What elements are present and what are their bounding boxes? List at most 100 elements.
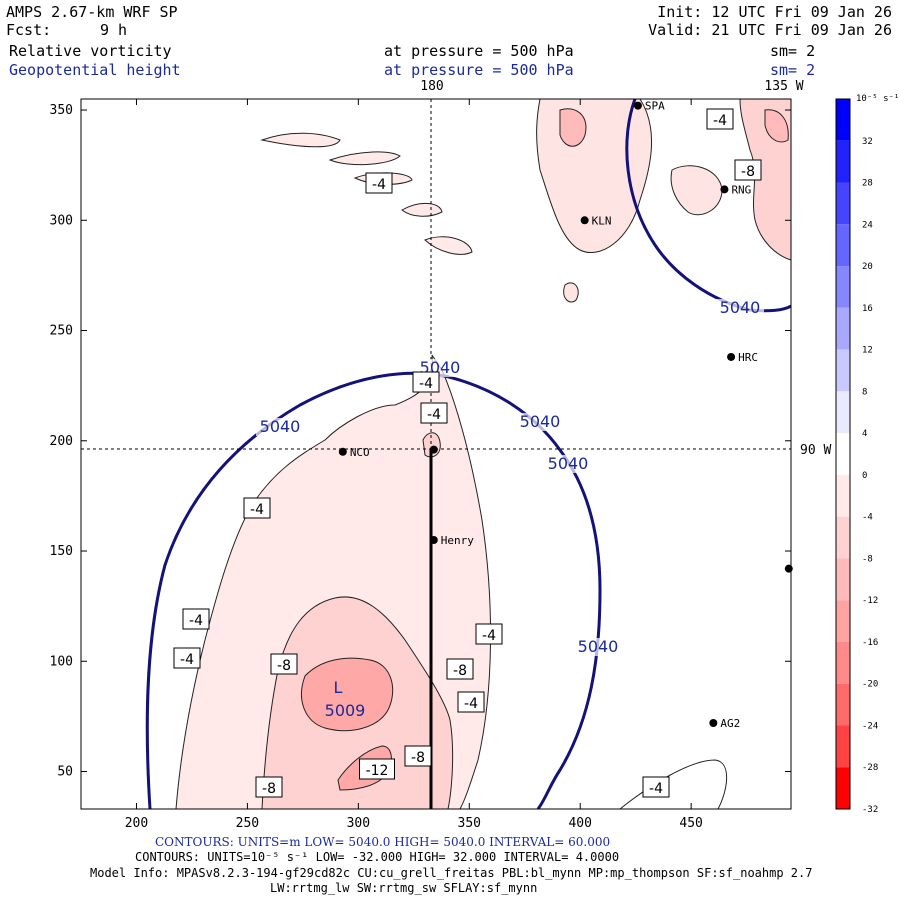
colorbar-swatch bbox=[836, 349, 850, 392]
vorticity-label: -4 bbox=[427, 407, 441, 423]
station-label: NCO bbox=[350, 446, 370, 459]
colorbar-swatch bbox=[836, 182, 850, 225]
x-tick-label: 250 bbox=[236, 816, 259, 831]
vorticity-label: -8 bbox=[277, 658, 291, 674]
vorticity-label-box bbox=[446, 658, 474, 680]
vorticity-label: -4 bbox=[189, 613, 203, 629]
vorticity-label: -4 bbox=[713, 113, 727, 129]
field2-level: at pressure = 500 hPa bbox=[384, 61, 574, 79]
colorbar-swatch bbox=[836, 600, 850, 642]
colorbar-swatch bbox=[836, 474, 850, 517]
height-label-bg bbox=[716, 299, 764, 317]
colorbar-label: 12 bbox=[862, 346, 873, 356]
field2-smoothing: sm= 2 bbox=[770, 61, 815, 79]
height-contour-label: 5040 bbox=[578, 637, 619, 656]
height-contour-label: 5040 bbox=[520, 412, 561, 431]
colorbar-label: -8 bbox=[862, 554, 873, 564]
height-contour-label: 5040 bbox=[720, 298, 761, 317]
vorticity-label-box bbox=[404, 745, 432, 767]
colorbar-label: 24 bbox=[862, 220, 873, 230]
vorticity-labels: -4 -8 -4 -4 -4 -4 -4 -4 -4 -8 -8 -4 -8 -12 -8 -4 bbox=[173, 108, 762, 798]
station-marker bbox=[727, 352, 736, 361]
vorticity-label-box bbox=[243, 497, 271, 519]
height-label-bg bbox=[544, 455, 592, 473]
ne-cluster-core bbox=[559, 108, 587, 147]
station-label: HRC bbox=[738, 351, 758, 364]
ne-south-blob bbox=[563, 282, 579, 303]
vorticity-label: -4 bbox=[482, 628, 496, 644]
lon-label-135w: 135 W bbox=[764, 79, 803, 94]
model-info: Model Info: MPASv8.2.3-194-gf29cd82c CU:… bbox=[90, 866, 812, 880]
vorticity-region-minus12-low bbox=[301, 657, 394, 732]
colorbar-label: -16 bbox=[862, 638, 878, 648]
colorbar-label: 0 bbox=[862, 471, 867, 481]
plot-frame bbox=[80, 98, 792, 810]
lat-label-90w: 90 W bbox=[800, 443, 831, 458]
height-contour-label: 5040 bbox=[548, 454, 589, 473]
vorticity-label-box bbox=[270, 653, 298, 675]
colorbar-label: 20 bbox=[862, 262, 873, 272]
fcst-label: Fcst: bbox=[6, 21, 51, 39]
feature-north-4 bbox=[424, 236, 473, 255]
contours-info-vorticity: CONTOURS: UNITS=10⁻⁵ s⁻¹ LOW= -32.000 HI… bbox=[135, 850, 619, 864]
vorticity-label-box bbox=[420, 402, 448, 424]
station-marker bbox=[580, 216, 589, 225]
vorticity-label-box bbox=[182, 608, 210, 630]
colorbar-swatch bbox=[836, 99, 850, 141]
station-marker bbox=[429, 535, 438, 544]
colorbar-frame bbox=[835, 98, 851, 810]
field2-name: Geopotential height bbox=[9, 61, 181, 79]
colorbar-swatch bbox=[836, 140, 850, 183]
contours-info-height: CONTOURS: UNITS=m LOW= 5040.0 HIGH= 5040… bbox=[155, 835, 610, 849]
height-contour-5040-ring bbox=[145, 371, 602, 809]
y-tick-label: 200 bbox=[50, 434, 73, 449]
height-label-bg bbox=[516, 413, 564, 431]
valid-time: Valid: 21 UTC Fri 09 Jan 26 bbox=[648, 21, 892, 39]
station-label: Henry bbox=[441, 534, 474, 547]
height-contour-5040-ne bbox=[625, 99, 791, 313]
station-marker bbox=[338, 447, 347, 456]
colorbar-swatch bbox=[836, 683, 850, 726]
vorticity-label-box bbox=[457, 691, 485, 713]
low-marker-letter: L bbox=[334, 678, 343, 697]
y-tick-label: 350 bbox=[50, 103, 73, 118]
station-label: AG2 bbox=[720, 717, 740, 730]
vorticity-label: -4 bbox=[372, 177, 386, 193]
y-tick-label: 150 bbox=[50, 544, 73, 559]
ne-middle-region bbox=[670, 165, 723, 216]
vorticity-label: -8 bbox=[453, 663, 467, 679]
station-marker bbox=[633, 101, 642, 110]
y-tick-label: 100 bbox=[50, 654, 73, 669]
colorbar-label: 16 bbox=[862, 304, 873, 314]
colorbar-swatch bbox=[836, 391, 850, 434]
station-marker bbox=[784, 564, 793, 573]
colorbar-label: -32 bbox=[862, 805, 878, 815]
colorbar-swatch bbox=[836, 641, 850, 684]
colorbar: 32 28 24 20 16 12 8 4 0 -4 -8 -12 -16 -20 -24 -28 -32 bbox=[835, 98, 878, 815]
colorbar-swatch bbox=[836, 307, 850, 350]
colorbar-label: 8 bbox=[862, 387, 867, 397]
station-label: KLN bbox=[592, 214, 612, 227]
colorbar-swatch bbox=[836, 767, 850, 809]
ne-east-core bbox=[764, 109, 789, 143]
vorticity-label-box bbox=[475, 623, 503, 645]
vorticity-label: -8 bbox=[262, 781, 276, 797]
colorbar-label: -28 bbox=[862, 763, 878, 773]
x-tick-label: 200 bbox=[125, 816, 148, 831]
x-tick-label: 400 bbox=[568, 816, 591, 831]
colorbar-swatch bbox=[836, 516, 850, 559]
x-tick-label: 350 bbox=[458, 816, 481, 831]
colorbar-unit: 10⁻⁵ s⁻¹ bbox=[856, 94, 899, 104]
vorticity-label-box bbox=[365, 172, 393, 194]
x-tick-label: 450 bbox=[679, 816, 702, 831]
feature-north-5 bbox=[401, 203, 443, 217]
colorbar-label: -12 bbox=[862, 596, 878, 606]
y-tick-label: 300 bbox=[50, 213, 73, 228]
vorticity-label-box bbox=[734, 159, 762, 181]
vorticity-label: -4 bbox=[250, 502, 264, 518]
y-tick-label: 250 bbox=[50, 324, 73, 339]
colorbar-swatch bbox=[836, 266, 850, 308]
colorbar-label: -24 bbox=[862, 721, 878, 731]
vorticity-label: -4 bbox=[464, 696, 478, 712]
feature-north-2 bbox=[328, 151, 401, 166]
